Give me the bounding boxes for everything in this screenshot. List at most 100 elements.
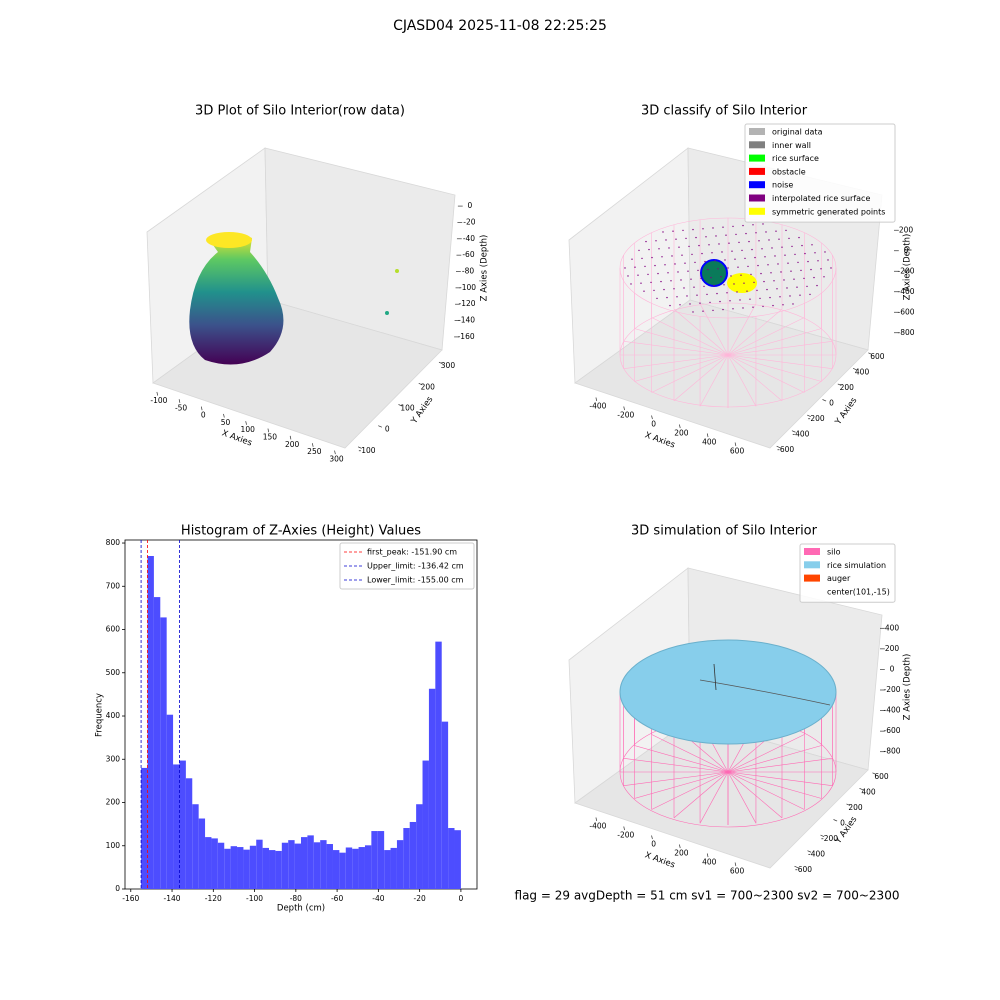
interp-point — [740, 274, 742, 276]
interp-point — [817, 260, 819, 262]
z-tick-label: -60 — [462, 250, 474, 259]
z-tick-label: -20 — [463, 217, 475, 226]
x-tick-label: -100 — [150, 396, 167, 405]
z-tick-label: -200 — [883, 685, 900, 694]
interp-point — [720, 276, 722, 278]
z-tick-label: 200 — [885, 644, 900, 653]
interp-point — [772, 304, 774, 307]
silo-line — [727, 734, 805, 773]
silo-line — [727, 340, 833, 356]
interp-point — [796, 286, 798, 288]
auger — [713, 663, 717, 691]
x-tick — [267, 428, 270, 433]
x-tick-label: -400 — [589, 402, 606, 411]
z-tick-label: -40 — [463, 234, 475, 243]
interp-point — [752, 306, 754, 308]
interp-point — [830, 267, 832, 269]
interp-point — [793, 278, 795, 280]
y-tick — [820, 834, 825, 837]
hist-bar — [441, 721, 449, 889]
interp-point — [787, 262, 789, 264]
interp-point — [638, 249, 640, 252]
x-tick-label: 200 — [285, 440, 300, 449]
interp-point — [692, 311, 694, 313]
interp-point — [765, 231, 767, 233]
hist-bar — [435, 641, 442, 889]
interp-point — [791, 245, 793, 248]
interp-point — [722, 226, 724, 228]
hist-bar — [339, 852, 346, 889]
interp-point — [783, 279, 785, 281]
legend-swatch — [749, 194, 765, 202]
interp-point — [715, 235, 717, 237]
interp-point — [673, 288, 675, 290]
silo-line — [727, 771, 822, 799]
interp-point — [714, 260, 716, 262]
interp-point — [757, 264, 759, 267]
interp-point — [634, 266, 636, 268]
figure-title: CJASD04 2025-11-08 22:25:25 — [393, 18, 607, 34]
interp-point — [761, 248, 763, 250]
interp-point — [706, 293, 708, 296]
hist-bar — [448, 828, 455, 889]
y-tick-label: -200 — [808, 414, 825, 423]
silo-line — [634, 328, 729, 356]
interp-point — [701, 252, 703, 255]
silo-line — [634, 771, 729, 799]
interp-point — [679, 304, 681, 306]
interp-point — [768, 239, 770, 241]
interp-point — [732, 308, 734, 310]
hist-bar — [454, 830, 461, 889]
interp-point — [702, 228, 704, 230]
interp-point — [807, 260, 809, 263]
interp-point — [745, 232, 747, 235]
hist-bar — [179, 760, 186, 889]
hist-bar — [275, 850, 282, 889]
hist-bar — [301, 837, 308, 889]
interp-point — [680, 279, 682, 281]
silo-line — [634, 354, 729, 382]
interp-point — [820, 268, 822, 270]
hist-bar — [269, 850, 276, 889]
interp-point — [799, 294, 801, 296]
silo-line — [623, 771, 729, 787]
y-tick-label: 0 — [385, 425, 390, 434]
interp-point — [684, 262, 686, 264]
interp-point — [689, 303, 691, 305]
hist-bar — [237, 847, 244, 889]
z-axis-label: Z Axies (Depth) — [480, 235, 490, 302]
interp-point — [709, 301, 711, 304]
surface-ridge — [699, 679, 831, 706]
x-tick-label: 0 — [201, 411, 206, 420]
interp-point — [695, 236, 697, 239]
interp-point — [751, 248, 753, 251]
y-tick — [872, 772, 877, 775]
y-tick-label: 400 — [855, 367, 870, 376]
silo-line — [699, 771, 729, 824]
x-tick-label: 400 — [702, 858, 717, 867]
legend-label: original data — [772, 128, 823, 137]
outlier-point — [385, 311, 389, 315]
z-tick-label: -160 — [458, 332, 475, 341]
interp-point — [731, 250, 733, 252]
hist-bar — [377, 831, 385, 889]
interp-point — [694, 261, 696, 264]
y-tick-label: 300 — [441, 361, 456, 370]
y-tick — [833, 819, 838, 822]
z-tick-label: 0 — [467, 201, 472, 210]
legend-box — [799, 543, 896, 603]
y-tick-label: 400 — [106, 711, 121, 720]
interp-point — [645, 240, 647, 243]
hist-bar — [262, 847, 270, 889]
interp-point — [764, 256, 766, 258]
interp-point — [664, 264, 666, 266]
x-tick — [734, 862, 737, 867]
hist-bar — [320, 840, 327, 889]
interp-point — [781, 246, 783, 248]
interp-point — [785, 229, 787, 232]
x-tick-label: 250 — [307, 447, 322, 456]
x-tick — [623, 406, 625, 411]
interp-point — [655, 240, 657, 242]
x-tick — [651, 835, 653, 840]
y-tick-label: -100 — [359, 446, 376, 455]
